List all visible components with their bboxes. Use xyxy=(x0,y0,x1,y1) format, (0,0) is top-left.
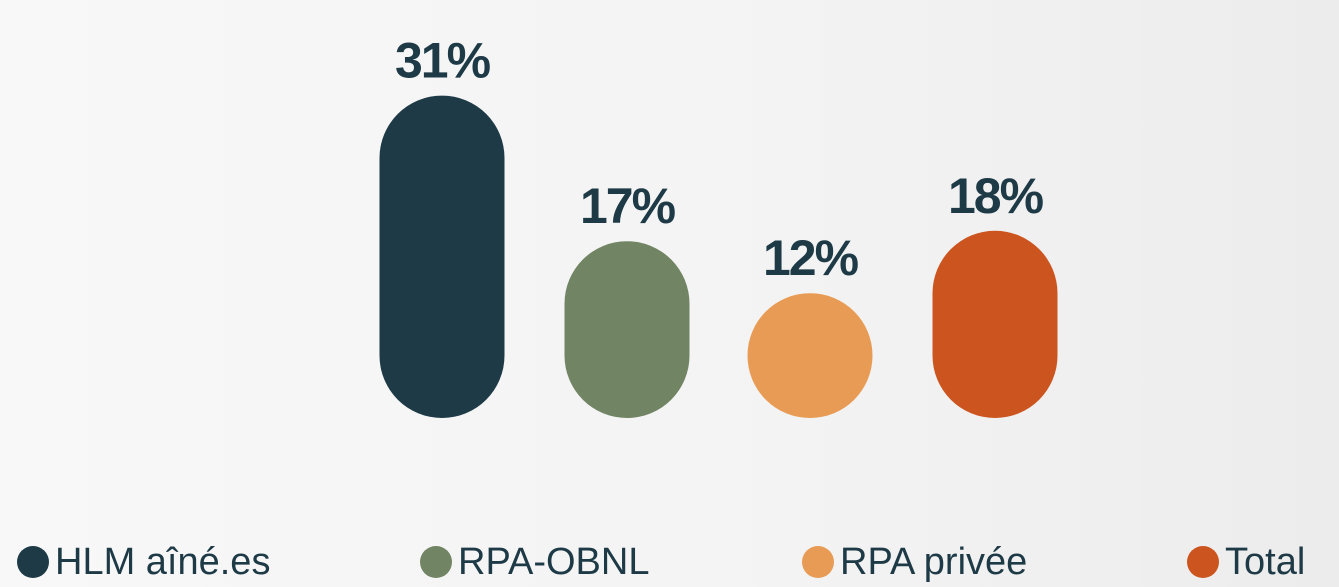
legend-label: RPA-OBNL xyxy=(458,541,649,583)
legend-label: Total xyxy=(1225,541,1305,583)
value-label: 12% xyxy=(763,230,859,286)
value-label: 18% xyxy=(948,168,1044,224)
legend-swatch xyxy=(1187,546,1219,578)
legend-label: RPA privée xyxy=(840,541,1027,583)
legend-swatch xyxy=(17,546,49,578)
bar xyxy=(747,293,873,418)
bar xyxy=(932,230,1058,418)
bar xyxy=(379,95,505,418)
legend-swatch xyxy=(420,546,452,578)
value-label: 31% xyxy=(395,33,491,89)
bar xyxy=(564,241,690,418)
legend-label: HLM aîné.es xyxy=(55,541,270,583)
value-label: 17% xyxy=(580,178,676,234)
legend-swatch xyxy=(802,546,834,578)
